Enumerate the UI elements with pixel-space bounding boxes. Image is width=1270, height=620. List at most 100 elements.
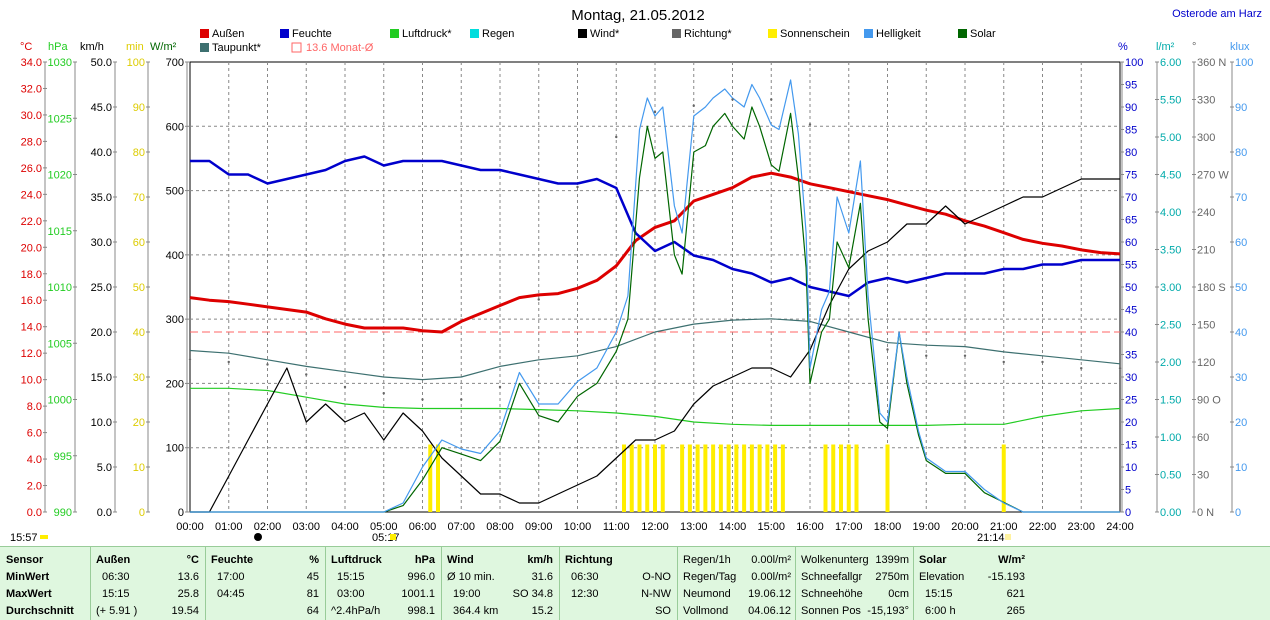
unit-temp: °C xyxy=(20,41,32,53)
stats-solar: Solar W/m² Elevation -15.193 15:15 621 6:00… xyxy=(913,547,1031,620)
y-tick-label-dir: 360 N xyxy=(1197,57,1226,69)
richtung-avg-value: SO xyxy=(655,605,671,617)
y-tick-label-dir: 90 O xyxy=(1197,395,1221,407)
sonnenpos-value: -15,193° xyxy=(867,605,909,617)
sunshine-bar xyxy=(742,444,747,512)
stats-wolken: Wolkenunterg 1399m Schneefallgr 2750m Schn… xyxy=(795,547,914,620)
sunshine-bar xyxy=(749,444,754,512)
y-tick-label-solar: 600 xyxy=(166,121,184,133)
aussen-head: Außen xyxy=(96,554,131,566)
station-name: Osterode am Harz xyxy=(1172,8,1262,20)
feuchte-min-value: 45 xyxy=(306,571,319,583)
sunset-icon xyxy=(1005,534,1011,540)
sunshine-bar xyxy=(436,444,440,512)
sunshine-bar xyxy=(885,444,890,512)
wolken-label: Wolkenunterg xyxy=(801,554,869,566)
y-tick-label-temp: 24.0 xyxy=(21,189,42,201)
series-line-feuchte xyxy=(190,155,1120,298)
x-tick-label: 10:00 xyxy=(564,521,592,533)
legend-swatch xyxy=(390,29,399,38)
y-tick-label-wind: 5.0 xyxy=(97,462,112,474)
sunshine-bar xyxy=(854,444,859,512)
y-tick-label-min: 30 xyxy=(133,372,145,384)
solar-elevation-value: -15.193 xyxy=(987,571,1025,583)
aussen-min-time: 06:30 xyxy=(102,571,130,583)
y-tick-label-min: 10 xyxy=(133,462,145,474)
solar-max-time: 15:15 xyxy=(925,588,953,600)
y-tick-label-hum: 85 xyxy=(1125,125,1137,137)
series-line-auen xyxy=(189,171,1121,334)
y-tick-label-lux: 90 xyxy=(1235,102,1247,114)
y-tick-label-temp: 10.0 xyxy=(21,375,42,387)
series-point-richtung xyxy=(1041,360,1044,364)
left-time-sun-icon xyxy=(40,535,48,539)
luftdruck-trend: ^2.4hPa/h xyxy=(331,605,381,617)
chart-title: Montag, 21.05.2012 xyxy=(571,7,704,24)
y-tick-label-press: 1015 xyxy=(48,226,72,238)
x-tick-label: 12:00 xyxy=(641,521,669,533)
y-tick-label-hum: 55 xyxy=(1125,260,1137,272)
series-line-solar xyxy=(190,106,1120,513)
x-tick-label: 22:00 xyxy=(1029,521,1057,533)
y-tick-label-hum: 80 xyxy=(1125,147,1137,159)
y-tick-label-hum: 90 xyxy=(1125,102,1137,114)
y-tick-label-temp: 34.0 xyxy=(21,57,42,69)
x-tick-label: 09:00 xyxy=(525,521,553,533)
aussen-avg-value: 19.54 xyxy=(171,605,199,617)
moon-icon xyxy=(254,533,262,541)
x-tick-label: 16:00 xyxy=(796,521,824,533)
series-point-richtung xyxy=(227,360,230,364)
y-tick-label-solar: 0 xyxy=(178,507,184,519)
aussen-max-time: 15:15 xyxy=(102,588,130,600)
unit-lux: klux xyxy=(1230,41,1250,53)
y-tick-label-temp: 2.0 xyxy=(27,481,42,493)
series-point-richtung xyxy=(498,385,502,389)
y-tick-label-solar: 200 xyxy=(166,378,184,390)
series-point-richtung xyxy=(188,358,192,361)
y-tick-label-temp: 8.0 xyxy=(27,401,42,413)
y-tick-label-wind: 50.0 xyxy=(91,57,112,69)
luftdruck-min-value: 996.0 xyxy=(407,571,435,583)
y-tick-label-solar: 300 xyxy=(166,314,184,326)
wind-head: Wind xyxy=(447,554,474,566)
y-tick-label-min: 80 xyxy=(133,147,145,159)
richtung-max-value: N-NW xyxy=(641,588,671,600)
luftdruck-head: Luftdruck xyxy=(331,554,382,566)
axis-ticks: 00:00 01:00 02:00 03:00 04:00 05:00 06:00 07:00… xyxy=(21,57,1254,533)
sunshine-bar xyxy=(660,444,665,512)
y-tick-label-min: 20 xyxy=(133,417,145,429)
y-tick-label-wind: 10.0 xyxy=(91,417,112,429)
y-tick-label-hum: 10 xyxy=(1125,462,1137,474)
y-tick-label-wind: 15.0 xyxy=(91,372,112,384)
series-point-richtung xyxy=(770,98,773,101)
x-tick-label: 05:00 xyxy=(370,521,398,533)
stats-table: Sensor MinWert MaxWert Durchschnitt Auße… xyxy=(0,546,1270,620)
y-tick-label-solar: 500 xyxy=(166,186,184,198)
y-tick-label-press: 1000 xyxy=(48,395,72,407)
luftdruck-unit: hPa xyxy=(414,554,435,566)
series-point-richtung xyxy=(731,98,734,101)
y-tick-label-wind: 35.0 xyxy=(91,192,112,204)
series-point-richtung xyxy=(847,198,850,201)
luftdruck-avg-value: 998.1 xyxy=(407,605,435,617)
y-tick-label-hum: 45 xyxy=(1125,305,1137,317)
y-tick-label-hum: 30 xyxy=(1125,372,1137,384)
sunshine-bar xyxy=(695,444,700,512)
x-tick-label: 08:00 xyxy=(486,521,514,533)
y-tick-label-press: 990 xyxy=(54,507,72,519)
regen-1h-value: 0.00l/m² xyxy=(751,554,791,566)
y-tick-label-lux: 20 xyxy=(1235,417,1247,429)
y-tick-label-hum: 35 xyxy=(1125,350,1137,362)
stats-luftdruck: Luftdruck hPa 15:15 996.0 03:00 1001.1 ^2.4… xyxy=(325,547,442,620)
stats-feuchte: Feuchte% 17:00 45 04:45 81 64 xyxy=(205,547,326,620)
y-tick-label-press: 1005 xyxy=(48,338,72,350)
weather-chart: Montag, 21.05.2012 Osterode am Harz Auße… xyxy=(10,7,1262,544)
y-tick-label-rain: 1.00 xyxy=(1160,432,1181,444)
sonnenpos-label: Sonnen Pos xyxy=(801,605,861,617)
regen-tag-label: Regen/Tag xyxy=(683,571,737,583)
sunshine-bar xyxy=(734,444,739,512)
y-tick-label-hum: 50 xyxy=(1125,282,1137,294)
sunshine-bar xyxy=(726,444,731,512)
feuchte-head: Feuchte xyxy=(211,554,254,566)
vollmond-label: Vollmond xyxy=(683,605,729,617)
